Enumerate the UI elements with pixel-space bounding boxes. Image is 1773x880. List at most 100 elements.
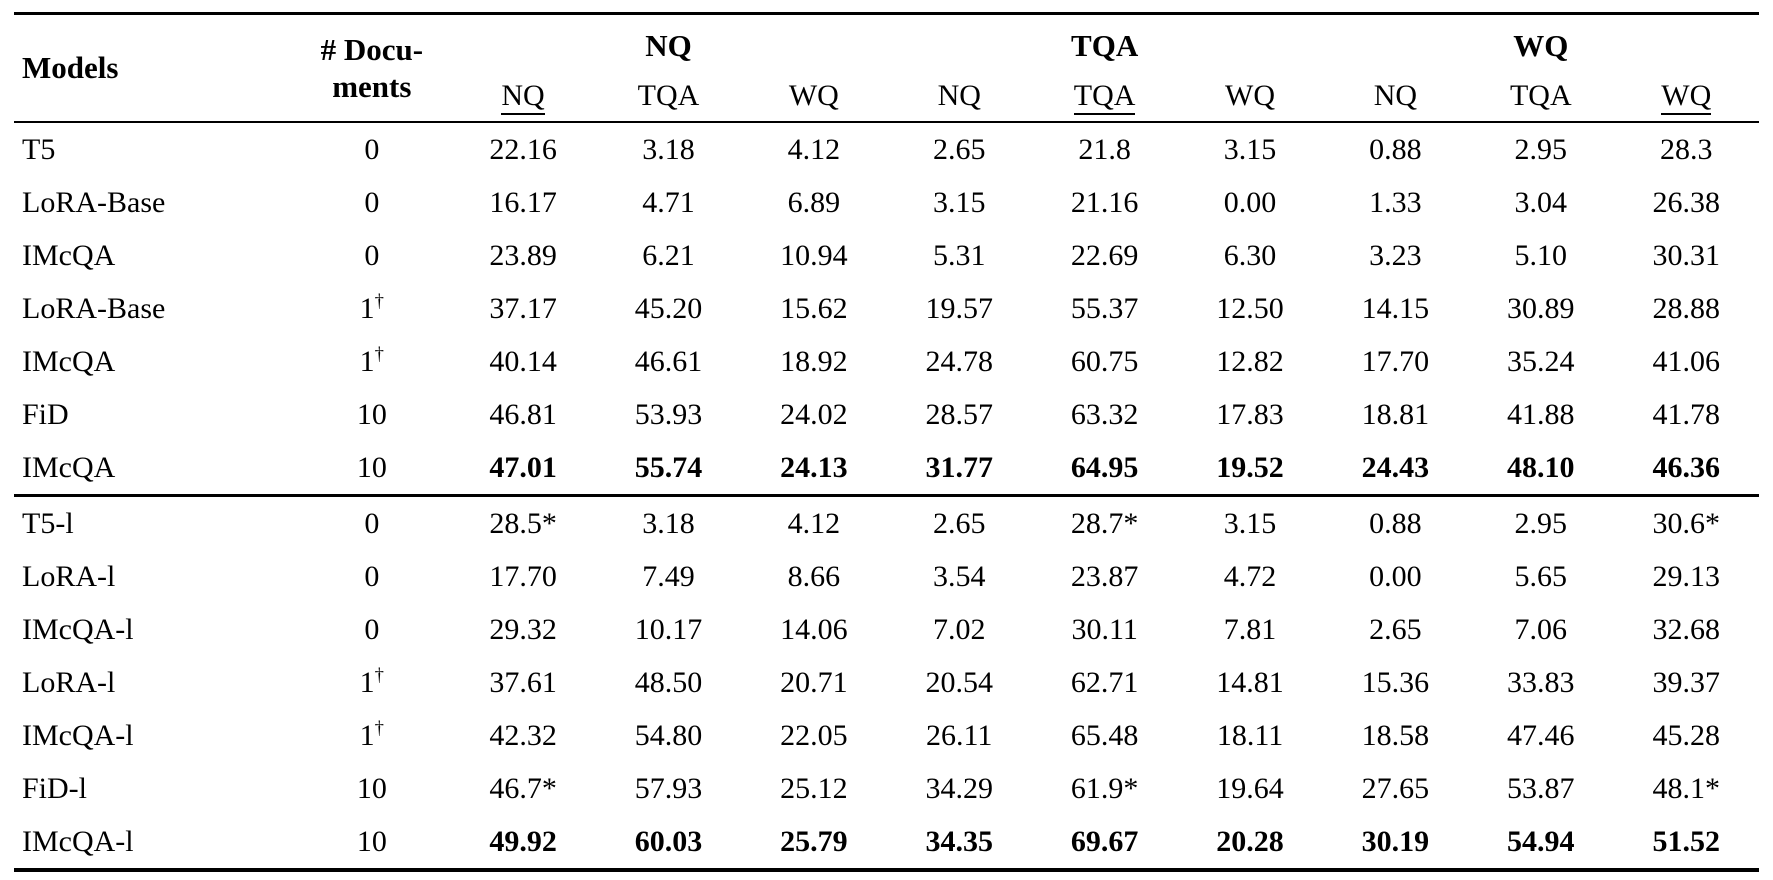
documents-count: 0 xyxy=(364,612,380,646)
score-value: 45.28 xyxy=(1652,718,1721,752)
score-value: 6.89 xyxy=(787,185,841,219)
score-value: 5.10 xyxy=(1514,238,1568,272)
score-value: 15.36 xyxy=(1361,665,1430,699)
score-value: 17.70 xyxy=(1361,344,1430,378)
subheader-label: NQ xyxy=(501,79,545,115)
score-value: 30.6* xyxy=(1613,494,1759,550)
score-value: 30.31 xyxy=(1652,238,1721,272)
score-value: 17.83 xyxy=(1216,397,1284,431)
score-value: 53.87 xyxy=(1507,771,1575,805)
group-header-tqa: TQA xyxy=(1071,28,1139,63)
score-value: 7.49 xyxy=(642,559,695,593)
subheader-label: NQ xyxy=(1373,79,1418,112)
documents-count: 10 xyxy=(356,397,387,431)
score-value: 55.37 xyxy=(1070,291,1139,325)
score-value: 22.16 xyxy=(489,132,557,166)
score-value: 49.92 xyxy=(489,824,557,858)
documents-count: 0 xyxy=(364,132,380,166)
table-row: LoRA-l 1† 37.61 48.50 20.71 20.54 62.71 14.81 15… xyxy=(14,656,1759,709)
score-value: 28.3 xyxy=(1660,132,1713,166)
score-value: 42.32 xyxy=(489,718,557,752)
score-value: 19.57 xyxy=(925,291,993,325)
score-value: 62.71 xyxy=(1070,665,1139,699)
score-value: 4.12 xyxy=(741,494,887,550)
subheader-label: TQA xyxy=(1073,79,1136,115)
subheader-wq-wq: WQ xyxy=(1613,71,1759,123)
model-name: IMcQA-l xyxy=(22,718,134,752)
score-value: 5.65 xyxy=(1514,559,1568,593)
score-value: 24.02 xyxy=(780,397,848,431)
score-value: 3.54 xyxy=(932,559,986,593)
score-value: 12.50 xyxy=(1216,291,1284,325)
documents-count: 0 xyxy=(364,185,380,219)
score-value: 30.19 xyxy=(1361,824,1430,858)
score-value: 4.72 xyxy=(1223,559,1277,593)
score-value: 26.38 xyxy=(1652,185,1721,219)
table-row: IMcQA 1† 40.14 46.61 18.92 24.78 60.75 12.82 17.… xyxy=(14,335,1759,388)
group-header-row: Models # Docu- ments NQ TQA WQ xyxy=(14,13,1759,123)
score-value: 28.88 xyxy=(1652,291,1721,325)
score-value: 19.64 xyxy=(1216,771,1284,805)
subheader-nq-tqa: TQA xyxy=(595,71,742,123)
score-value: 65.48 xyxy=(1070,718,1139,752)
score-value: 55.74 xyxy=(634,450,703,484)
score-value: 21.16 xyxy=(1070,185,1139,219)
score-value: 15.62 xyxy=(780,291,848,325)
dagger-symbol: † xyxy=(374,717,384,739)
score-value: 2.65 xyxy=(1369,612,1422,646)
subheader-label: NQ xyxy=(937,79,981,112)
column-header-models: Models xyxy=(14,13,294,123)
score-value: 47.46 xyxy=(1507,718,1575,752)
table-section-base-models: T5 0 22.16 3.18 4.12 2.65 21.8 3.15 0.88 2.95 28.3… xyxy=(14,122,1759,496)
table-row: IMcQA-l 10 49.92 60.03 25.79 34.35 69.67 20.28 3… xyxy=(14,815,1759,870)
score-value: 60.03 xyxy=(634,824,703,858)
score-value: 39.37 xyxy=(1652,665,1721,699)
score-value: 8.66 xyxy=(787,559,841,593)
score-value: 26.11 xyxy=(926,718,993,752)
subheader-row: NQ TQA WQ NQ TQA WQ NQ TQA WQ xyxy=(14,71,1759,123)
score-value: 23.87 xyxy=(1070,559,1139,593)
table-row: IMcQA-l 1† 42.32 54.80 22.05 26.11 65.48 18.11 1… xyxy=(14,709,1759,762)
score-value: 48.50 xyxy=(634,665,703,699)
score-value: 46.7* xyxy=(489,771,557,805)
score-value: 3.18 xyxy=(595,494,742,550)
subheader-tqa-tqa: TQA xyxy=(1031,71,1178,123)
score-value: 1.33 xyxy=(1369,185,1422,219)
documents-count: 1† xyxy=(359,664,384,699)
subheader-wq-nq: NQ xyxy=(1322,71,1469,123)
score-value: 29.32 xyxy=(489,612,557,646)
score-value: 51.52 xyxy=(1652,824,1721,858)
score-value: 18.81 xyxy=(1361,397,1430,431)
column-header-documents: # Docu- ments xyxy=(293,13,451,123)
subheader-nq-wq: WQ xyxy=(741,71,887,123)
score-value: 30.11 xyxy=(1071,612,1138,646)
score-value: 0.88 xyxy=(1369,132,1422,166)
score-value: 2.95 xyxy=(1514,132,1568,166)
subheader-tqa-nq: NQ xyxy=(886,71,1032,123)
score-value: 22.05 xyxy=(780,718,848,752)
model-name: IMcQA xyxy=(22,450,116,484)
score-value: 7.81 xyxy=(1223,612,1277,646)
table-row: IMcQA-l 0 29.32 10.17 14.06 7.02 30.11 7.81 2.65… xyxy=(14,603,1759,656)
subheader-label: WQ xyxy=(1225,79,1276,112)
score-value: 47.01 xyxy=(489,450,557,484)
documents-count: 0 xyxy=(293,494,451,550)
score-value: 24.13 xyxy=(780,450,848,484)
score-value: 33.83 xyxy=(1507,665,1575,699)
score-value: 57.93 xyxy=(634,771,703,805)
score-value: 34.35 xyxy=(925,824,993,858)
score-value: 20.28 xyxy=(1216,824,1284,858)
table-row: T5 0 22.16 3.18 4.12 2.65 21.8 3.15 0.88 2.95 28.3 xyxy=(14,122,1759,176)
score-value: 3.15 xyxy=(932,185,986,219)
documents-count: 10 xyxy=(356,824,387,858)
score-value: 27.65 xyxy=(1361,771,1430,805)
score-value: 64.95 xyxy=(1070,450,1139,484)
score-value: 3.18 xyxy=(642,132,695,166)
score-value: 3.15 xyxy=(1223,132,1277,166)
table-row: LoRA-Base 1† 37.17 45.20 15.62 19.57 55.37 12.5… xyxy=(14,282,1759,335)
score-value: 48.1* xyxy=(1652,771,1721,805)
dagger-symbol: † xyxy=(374,290,384,312)
score-value: 3.04 xyxy=(1514,185,1568,219)
score-value: 23.89 xyxy=(489,238,557,272)
